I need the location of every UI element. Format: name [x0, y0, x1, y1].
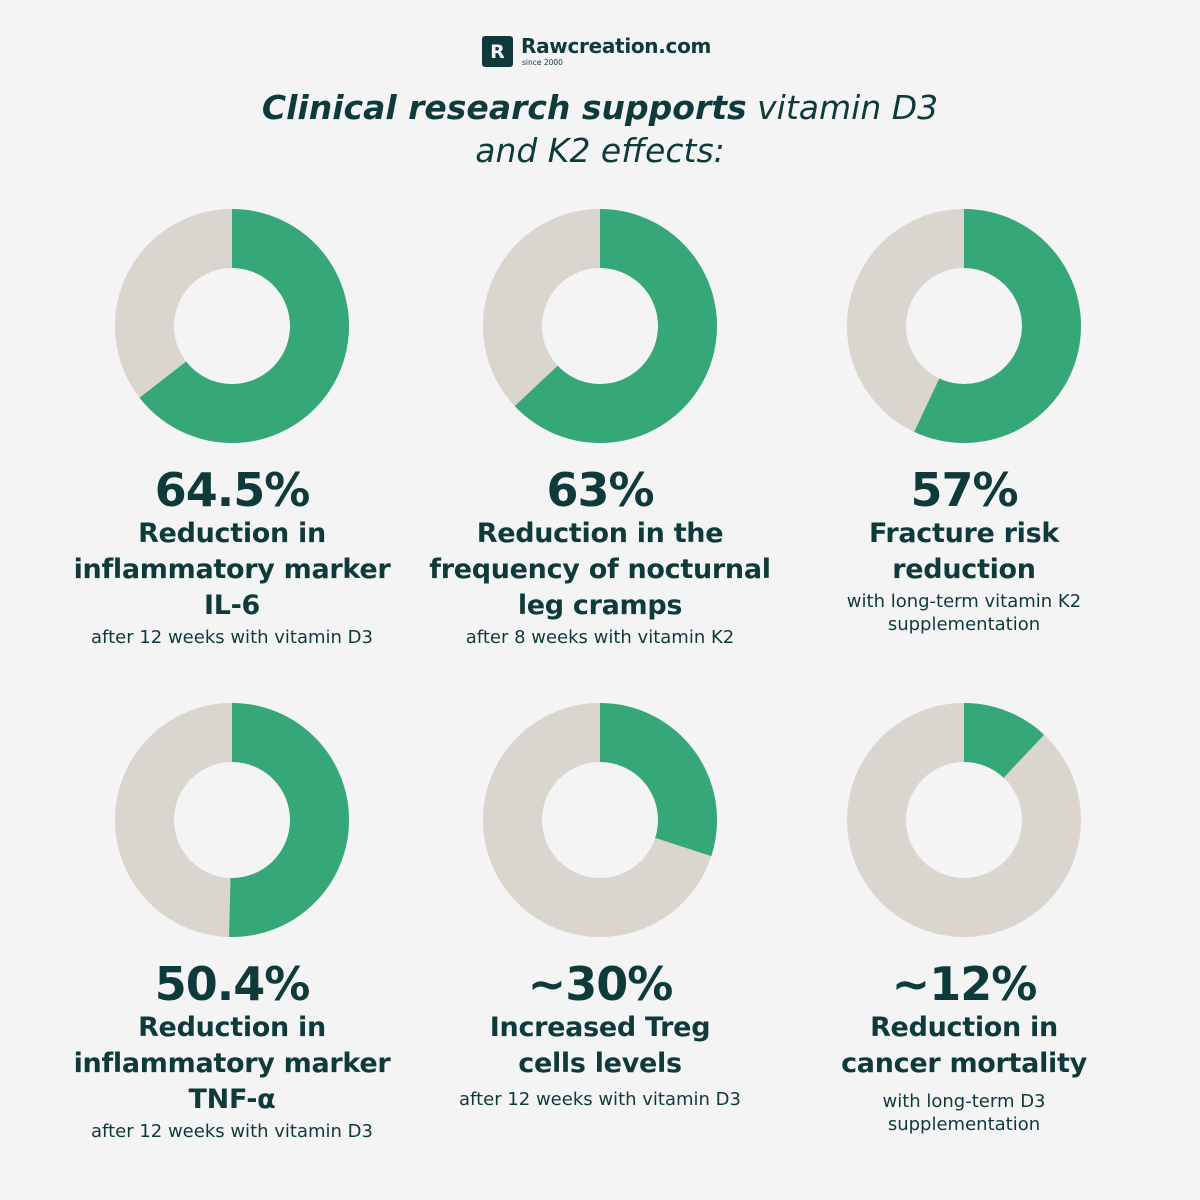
- percent-label: ~12%: [891, 957, 1038, 1011]
- stat-card-fracture: 57% Fracture risk reduction with long-te…: [774, 208, 1154, 636]
- percent-label: 64.5%: [154, 463, 311, 517]
- percent-label: 50.4%: [154, 957, 311, 1011]
- donut-chart-tnf: [115, 703, 350, 937]
- donut-chart-cancer: [847, 703, 1081, 937]
- headline-light-1: vitamin D3: [757, 88, 939, 127]
- donut-chart-leg-cramps: [483, 209, 717, 443]
- stat-card-treg: ~30% Increased Treg cells levels after 1…: [410, 702, 790, 1111]
- headline-strong: Clinical research supports: [261, 88, 747, 127]
- stat-subtitle: after 12 weeks with vitamin D3: [91, 1121, 373, 1142]
- stat-card-cancer: ~12% Reduction in cancer mortality with …: [774, 702, 1154, 1136]
- headline-light-2: and K2 effects:: [475, 131, 725, 170]
- donut-value-slice: [514, 209, 717, 443]
- stat-subtitle: with long-term D3 supplementation: [882, 1091, 1046, 1135]
- donut-value-slice: [229, 703, 350, 937]
- donut-value-slice: [139, 209, 349, 443]
- donut-value-slice: [914, 209, 1081, 443]
- logo: R Rawcreation.com since 2000: [482, 34, 711, 70]
- donut-chart-il6: [115, 209, 349, 443]
- stat-title: Increased Treg cells levels: [489, 1012, 711, 1079]
- logo-mark: R: [482, 36, 513, 67]
- stat-title: Fracture risk reduction: [868, 518, 1060, 585]
- stat-title: Reduction in the frequency of nocturnal …: [429, 518, 771, 621]
- stat-subtitle: after 12 weeks with vitamin D3: [91, 627, 373, 648]
- logo-name: Rawcreation.com: [521, 34, 712, 58]
- page-title: Clinical research supports vitamin D3 an…: [0, 86, 1200, 172]
- stat-subtitle: after 8 weeks with vitamin K2: [465, 627, 735, 648]
- stat-card-tnf: 50.4% Reduction in inflammatory marker T…: [42, 702, 422, 1143]
- donut-value-slice: [600, 703, 717, 857]
- stat-title: Reduction in inflammatory marker TNF-α: [73, 1012, 391, 1115]
- donut-chart-treg: [483, 703, 717, 937]
- stat-subtitle: with long-term vitamin K2 supplementatio…: [846, 591, 1082, 635]
- stat-card-leg-cramps: 63% Reduction in the frequency of noctur…: [410, 208, 790, 649]
- stat-subtitle: after 12 weeks with vitamin D3: [459, 1089, 741, 1110]
- donut-value-slice: [964, 703, 1045, 778]
- stat-title: Reduction in inflammatory marker IL-6: [73, 518, 391, 621]
- stat-card-il6: 64.5% Reduction in inflammatory marker I…: [42, 208, 422, 649]
- percent-label: 63%: [546, 463, 654, 517]
- percent-label: 57%: [910, 463, 1018, 517]
- stat-title: Reduction in cancer mortality: [841, 1012, 1087, 1079]
- logo-since: since 2000: [522, 58, 563, 67]
- percent-label: ~30%: [527, 957, 674, 1011]
- donut-chart-fracture: [847, 209, 1081, 443]
